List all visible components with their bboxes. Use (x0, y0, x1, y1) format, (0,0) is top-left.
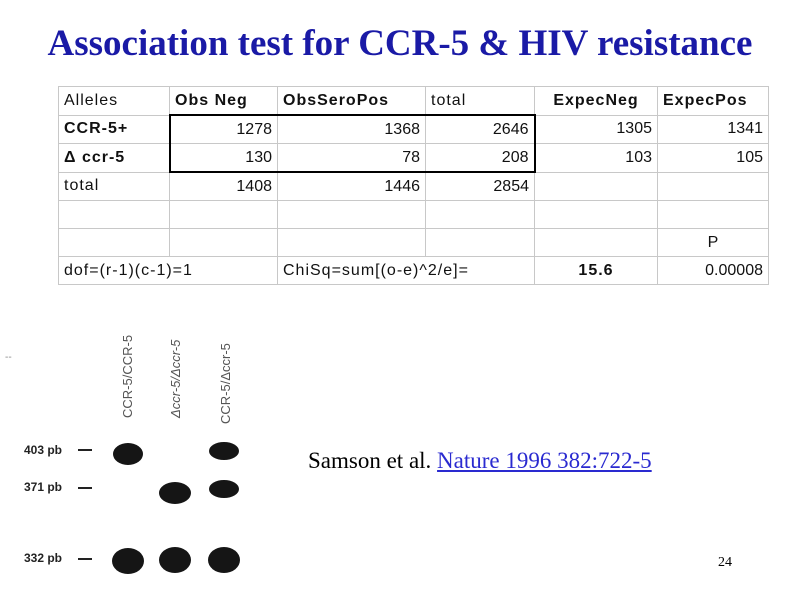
gel-band (113, 443, 143, 465)
header-expec-pos: ExpecPos (657, 86, 769, 116)
table-cell: 1446 (277, 171, 426, 201)
row-label: total (58, 171, 170, 201)
header-alleles: Alleles (58, 86, 170, 116)
table-cell (425, 228, 535, 257)
table-header-row: Alleles Obs Neg ObsSeroPos total ExpecNe… (58, 86, 769, 116)
table-cell (534, 171, 658, 201)
table-cell (58, 200, 170, 229)
table-footer-row: dof=(r-1)(c-1)=1 ChiSq=sum[(o-e)^2/e]= 1… (58, 256, 769, 285)
header-obs-neg: Obs Neg (169, 86, 278, 116)
table-row: Δ ccr-5 130 78 208 103 105 (58, 143, 769, 173)
gel-electrophoresis-image: CCR-5/CCR-5 Δccr-5/Δccr-5 CCR-5/Δccr-5 4… (24, 335, 240, 574)
table-cell (169, 228, 278, 257)
chisq-formula: ChiSq=sum[(o-e)^2/e]= (277, 256, 535, 285)
table-cell (169, 200, 278, 229)
citation-authors: Samson et al. (308, 448, 432, 473)
table-cell: 1368 (277, 114, 426, 144)
p-value: 0.00008 (657, 256, 769, 285)
gel-band (159, 482, 191, 504)
table-row (58, 200, 769, 229)
gel-band (112, 548, 144, 574)
row-label: CCR-5+ (58, 114, 170, 144)
table-cell: 78 (277, 143, 426, 173)
table-cell (58, 228, 170, 257)
table-cell: 1278 (168, 114, 278, 144)
table-row: P (58, 228, 769, 257)
table-cell: 208 (425, 143, 536, 173)
citation-link[interactable]: Nature 1996 382:722-5 (437, 448, 652, 473)
header-total: total (425, 86, 535, 116)
gel-band (159, 547, 191, 573)
gel-band (208, 547, 240, 573)
dof-formula: dof=(r-1)(c-1)=1 (58, 256, 278, 285)
row-label: Δ ccr-5 (58, 143, 170, 173)
table-cell (534, 200, 658, 229)
table-cell: 105 (657, 143, 769, 173)
gel-band (209, 480, 239, 498)
table-row: CCR-5+ 1278 1368 2646 1305 1341 (58, 114, 769, 144)
header-obs-seropos: ObsSeroPos (277, 86, 426, 116)
table-cell (277, 228, 426, 257)
page-number: 24 (718, 555, 732, 570)
stray-mark: -- (5, 352, 12, 363)
header-expec-neg: ExpecNeg (534, 86, 658, 116)
lane-label: CCR-5/Δccr-5 (218, 343, 233, 424)
p-header-cell: P (657, 228, 769, 257)
chisq-value: 15.6 (534, 256, 658, 285)
lane-label: Δccr-5/Δccr-5 (168, 339, 183, 419)
table-row: total 1408 1446 2854 (58, 171, 769, 201)
table-cell (425, 200, 535, 229)
table-cell: 2854 (425, 171, 535, 201)
slide-title: Association test for CCR-5 & HIV resista… (47, 23, 753, 64)
table-cell (277, 200, 426, 229)
band-size-label: 403 pb (24, 443, 62, 457)
lane-label: CCR-5/CCR-5 (120, 335, 135, 418)
table-cell: 2646 (425, 114, 536, 144)
table-cell: 1341 (657, 114, 769, 144)
gel-band (209, 442, 239, 460)
band-size-label: 332 pb (24, 551, 62, 565)
table-cell (657, 171, 769, 201)
band-size-label: 371 pb (24, 480, 62, 494)
table-cell: 130 (168, 143, 278, 173)
table-cell: 1305 (534, 114, 658, 144)
table-cell: 1408 (169, 171, 278, 201)
table-cell (657, 200, 769, 229)
table-cell (534, 228, 658, 257)
citation: Samson et al. Nature 1996 382:722-5 (308, 448, 652, 474)
association-table: Alleles Obs Neg ObsSeroPos total ExpecNe… (58, 86, 769, 285)
table-cell: 103 (534, 143, 658, 173)
